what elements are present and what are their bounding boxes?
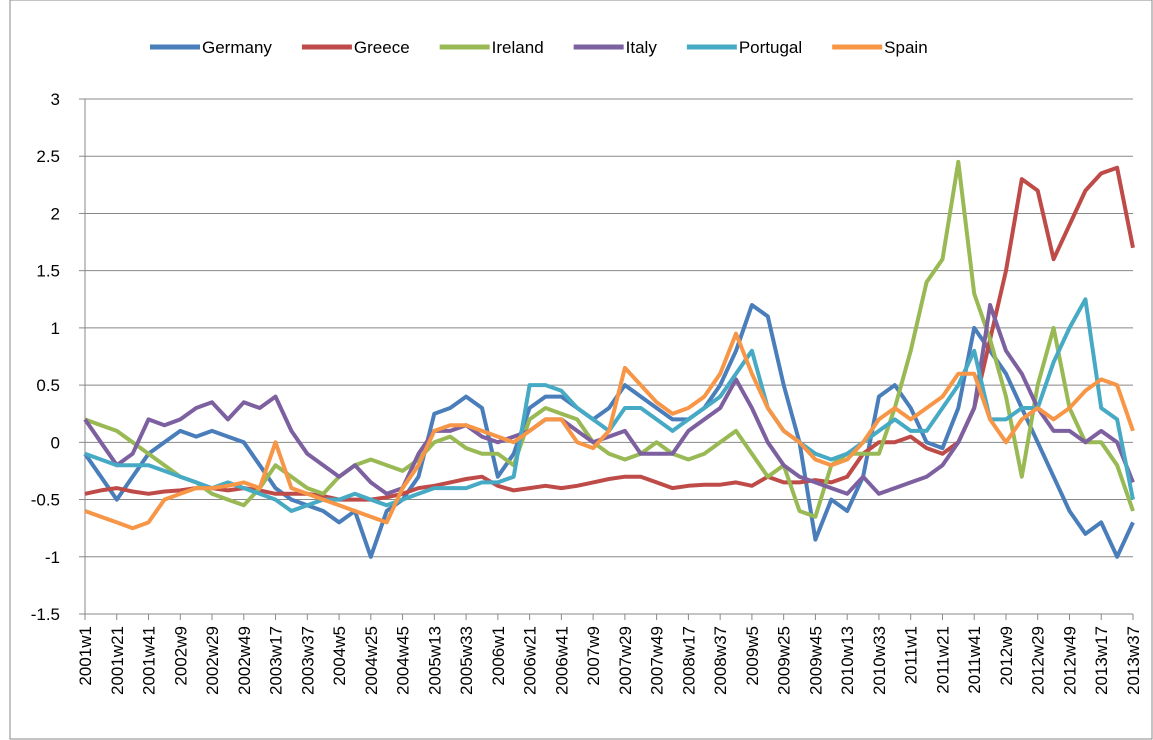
x-tick-label: 2001w1 <box>76 626 95 686</box>
y-tick-label: 1 <box>51 319 60 338</box>
x-tick-label: 2007w49 <box>648 626 667 695</box>
chart-frame <box>9 0 1153 740</box>
x-tick-label: 2006w41 <box>552 626 571 695</box>
x-tick-label: 2003w37 <box>298 626 317 695</box>
legend-label: Germany <box>202 38 272 57</box>
x-tick-label: 2002w29 <box>203 626 222 695</box>
series-line <box>83 303 1135 496</box>
x-tick-label: 2008w17 <box>679 626 698 695</box>
x-tick-label: 2013w37 <box>1124 626 1143 695</box>
x-tick-label: 2007w29 <box>616 626 635 695</box>
x-tick-label: 2012w29 <box>1029 626 1048 695</box>
x-tick-label: 2012w9 <box>997 626 1016 686</box>
legend-label: Portugal <box>739 38 802 57</box>
y-tick-label: 0.5 <box>36 376 60 395</box>
legend-label: Greece <box>354 38 410 57</box>
series-line <box>83 303 1135 559</box>
x-tick-label: 2004w5 <box>330 626 349 686</box>
x-tick-label: 2004w45 <box>394 626 413 695</box>
x-tick-label: 2009w25 <box>775 626 794 695</box>
legend-label: Ireland <box>492 38 544 57</box>
x-tick-label: 2009w45 <box>806 626 825 695</box>
x-tick-label: 2008w37 <box>711 626 730 695</box>
x-tick-label: 2004w25 <box>362 626 381 695</box>
x-tick-label: 2001w21 <box>108 626 127 695</box>
legend-label: Italy <box>626 38 658 57</box>
x-tick-label: 2011w21 <box>933 626 952 694</box>
x-tick-label: 2013w17 <box>1092 626 1111 695</box>
x-tick-label: 2006w1 <box>489 626 508 686</box>
y-tick-label: -0.5 <box>31 491 60 510</box>
x-tick-label: 2002w9 <box>171 626 190 686</box>
x-tick-label: 2012w49 <box>1060 626 1079 695</box>
x-tick-label: 2009w5 <box>743 626 762 686</box>
y-tick-label: 3 <box>51 90 60 109</box>
y-tick-label: 2.5 <box>36 147 60 166</box>
x-tick-label: 2010w33 <box>870 626 889 695</box>
x-tick-label: 2011w1 <box>902 626 921 684</box>
y-tick-label: 2 <box>51 204 60 223</box>
y-tick-label: -1.5 <box>31 605 60 624</box>
x-tick-label: 2007w9 <box>584 626 603 686</box>
x-tick-label: 2006w21 <box>521 626 540 695</box>
y-tick-label: 0 <box>51 433 60 452</box>
x-tick-label: 2002w49 <box>235 626 254 695</box>
x-tick-label: 2003w17 <box>267 626 286 695</box>
x-tick-label: 2005w33 <box>457 626 476 695</box>
x-tick-label: 2011w41 <box>965 626 984 694</box>
x-tick-label: 2010w13 <box>838 626 857 695</box>
x-tick-label: 2005w13 <box>425 626 444 695</box>
legend-label: Spain <box>884 38 927 57</box>
y-tick-label: -1 <box>45 548 60 567</box>
series-line <box>84 331 1135 531</box>
y-tick-label: 1.5 <box>36 262 60 281</box>
x-tick-label: 2001w41 <box>140 626 159 695</box>
